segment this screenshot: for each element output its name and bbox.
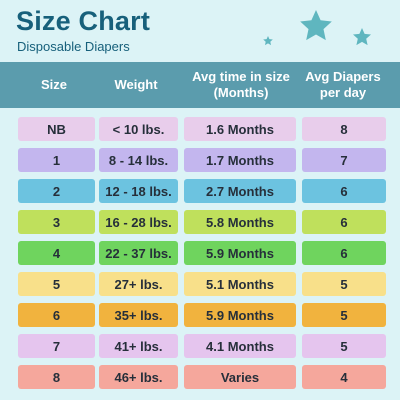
cell-avg-diapers: 5 [302, 334, 386, 358]
cell-avg-diapers: 8 [302, 117, 386, 141]
cell-avg-time: 1.7 Months [184, 148, 296, 172]
cell-avg-time: 1.6 Months [184, 117, 296, 141]
cell-size: NB [18, 117, 95, 141]
cell-avg-time: Varies [184, 365, 296, 389]
star-icon [263, 36, 273, 46]
star-icon [300, 10, 332, 41]
cell-weight: 12 - 18 lbs. [99, 179, 178, 203]
cell-size: 6 [18, 303, 95, 327]
cell-avg-diapers: 4 [302, 365, 386, 389]
cell-size: 8 [18, 365, 95, 389]
cell-avg-diapers: 5 [302, 303, 386, 327]
cell-size: 3 [18, 210, 95, 234]
column-header-avg-diapers: Avg Diapers per day [305, 69, 381, 100]
cell-size: 5 [18, 272, 95, 296]
cell-weight: 16 - 28 lbs. [99, 210, 178, 234]
cell-size: 7 [18, 334, 95, 358]
cell-weight: 46+ lbs. [99, 365, 178, 389]
cell-avg-diapers: 6 [302, 210, 386, 234]
cell-weight: 35+ lbs. [99, 303, 178, 327]
star-icon [353, 28, 371, 46]
cell-size: 2 [18, 179, 95, 203]
cell-avg-diapers: 6 [302, 179, 386, 203]
cell-weight: < 10 lbs. [99, 117, 178, 141]
column-header-avg-time: Avg time in size (Months) [192, 69, 290, 100]
cell-avg-time: 5.8 Months [184, 210, 296, 234]
column-header-weight: Weight [114, 77, 158, 92]
stars-decoration [263, 10, 371, 46]
cell-size: 1 [18, 148, 95, 172]
cell-avg-time: 5.9 Months [184, 241, 296, 265]
cell-avg-time: 2.7 Months [184, 179, 296, 203]
cell-size: 4 [18, 241, 95, 265]
cell-avg-time: 4.1 Months [184, 334, 296, 358]
header: Size Chart Disposable Diapers [0, 0, 400, 62]
cell-avg-diapers: 6 [302, 241, 386, 265]
cell-weight: 22 - 37 lbs. [99, 241, 178, 265]
page-title: Size Chart [16, 6, 151, 36]
cell-avg-time: 5.9 Months [184, 303, 296, 327]
page-subtitle: Disposable Diapers [17, 39, 130, 54]
cell-weight: 27+ lbs. [99, 272, 178, 296]
cell-weight: 8 - 14 lbs. [99, 148, 178, 172]
cell-avg-diapers: 5 [302, 272, 386, 296]
cell-weight: 41+ lbs. [99, 334, 178, 358]
column-header-size: Size [40, 77, 67, 92]
cell-avg-diapers: 7 [302, 148, 386, 172]
column-header-band [0, 62, 400, 108]
cell-avg-time: 5.1 Months [184, 272, 296, 296]
